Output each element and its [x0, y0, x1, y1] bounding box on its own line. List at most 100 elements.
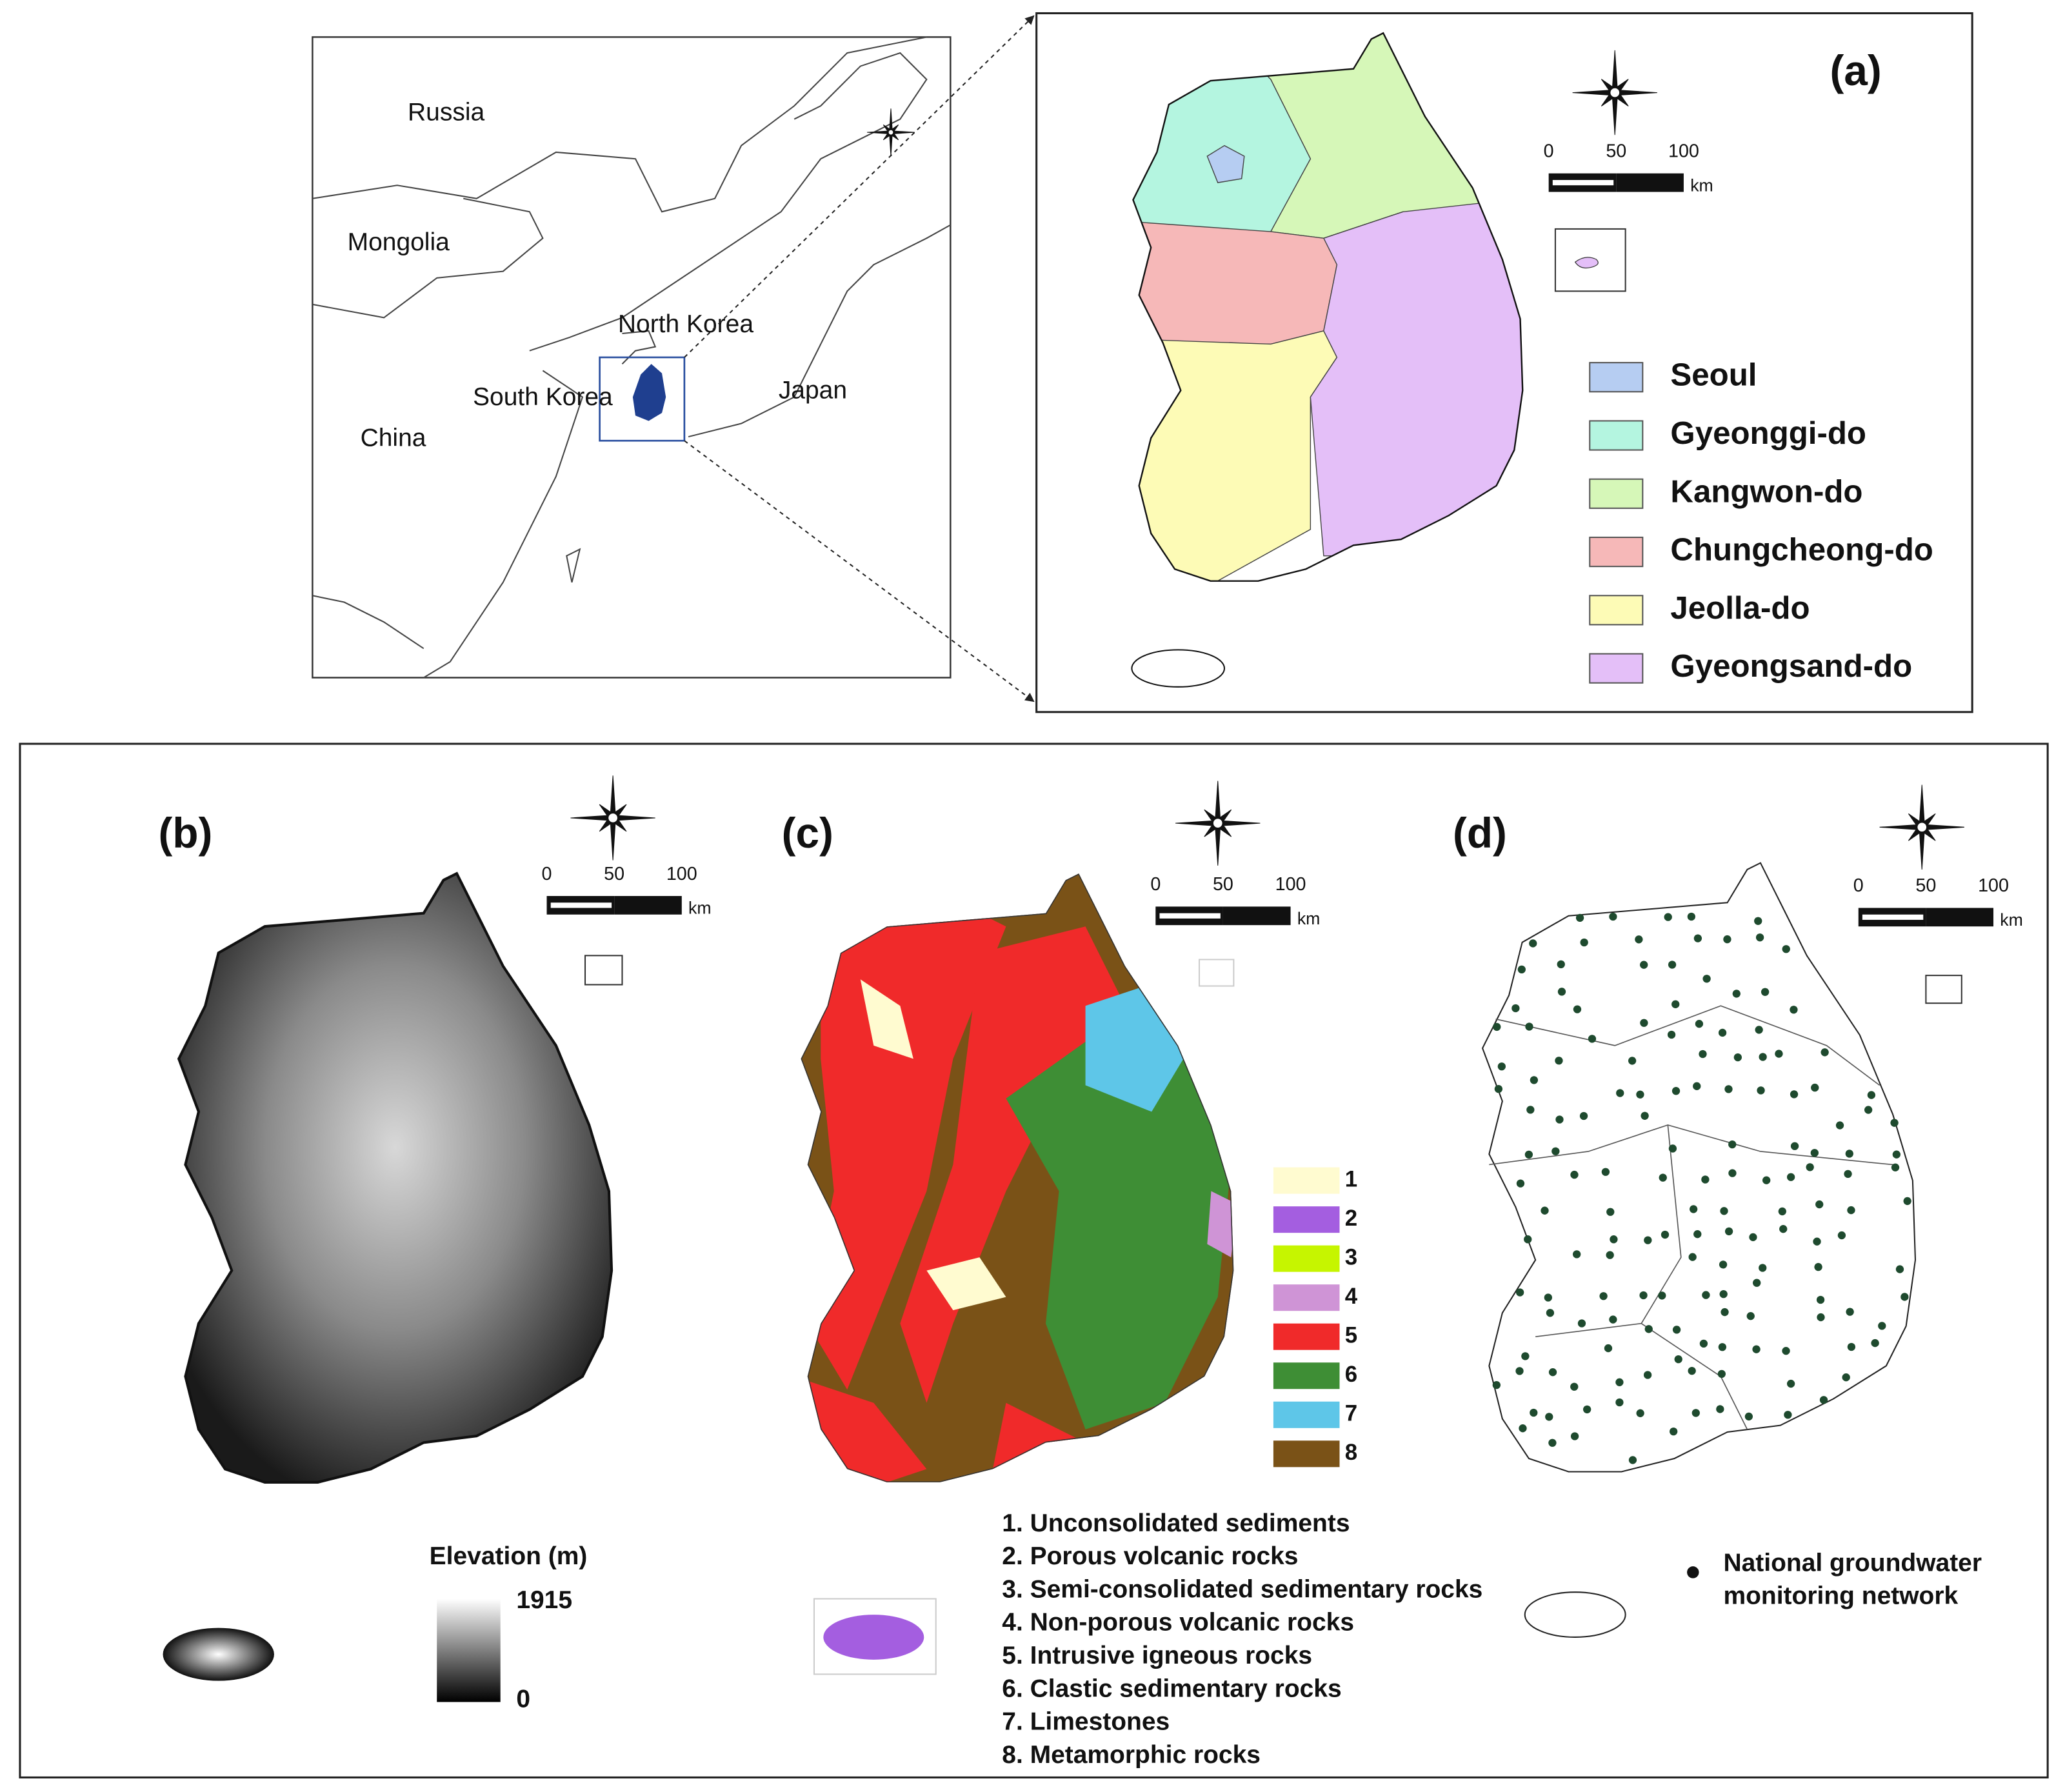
- well: [1752, 1345, 1761, 1353]
- colorbar-min: 0: [516, 1686, 530, 1713]
- well: [1762, 1176, 1771, 1184]
- well: [1492, 1380, 1501, 1389]
- scale-segment: [614, 896, 682, 915]
- scale-tick-label: 100: [1668, 141, 1699, 162]
- well: [1530, 1076, 1539, 1084]
- legend-label: 7. Limestones: [1002, 1708, 1170, 1736]
- well: [1570, 1382, 1579, 1391]
- well: [1847, 1342, 1856, 1351]
- well: [1724, 1085, 1733, 1093]
- geology-unit: [1207, 1191, 1234, 1258]
- well: [1900, 1293, 1909, 1301]
- inset-box: [584, 955, 623, 986]
- legend-label: Chungcheong-do: [1670, 532, 1933, 568]
- legend-label: Kangwon-do: [1670, 473, 1862, 509]
- well: [1526, 1106, 1535, 1114]
- compass-center: [607, 812, 619, 824]
- scale-segment: [1222, 906, 1291, 926]
- well: [1615, 1398, 1624, 1407]
- well: [1728, 1169, 1737, 1177]
- well: [1545, 1413, 1553, 1421]
- country-label: Japan: [779, 377, 847, 404]
- legend-label: Seoul: [1670, 357, 1757, 393]
- well: [1640, 961, 1648, 969]
- well: [1616, 1089, 1624, 1097]
- colorbar-max: 1915: [516, 1586, 572, 1614]
- compass-center: [1212, 817, 1224, 830]
- region: [1310, 197, 1523, 557]
- legend-swatch: [1273, 1245, 1340, 1272]
- well: [1720, 1207, 1728, 1215]
- legend-key: 5: [1345, 1322, 1357, 1348]
- legend-swatch: [1273, 1284, 1340, 1311]
- well: [1891, 1163, 1900, 1171]
- well: [1811, 1083, 1819, 1092]
- well: [1693, 1082, 1701, 1090]
- well: [1555, 1115, 1564, 1124]
- well: [1606, 1208, 1615, 1216]
- well: [1570, 1170, 1579, 1179]
- scale-tick-label: 0: [542, 864, 552, 884]
- well: [1810, 1149, 1819, 1157]
- scale-segment: [1862, 914, 1924, 920]
- overview-map: Russia Mongolia North Korea South Korea …: [312, 15, 1035, 702]
- well: [1588, 1035, 1597, 1043]
- legend-swatch: [1273, 1206, 1340, 1233]
- well: [1525, 1022, 1533, 1031]
- well: [1516, 1179, 1525, 1188]
- well: [1754, 917, 1762, 925]
- legend-label: 3. Semi-consolidated sedimentary rocks: [1002, 1575, 1482, 1603]
- scale-tick-label: 50: [1606, 141, 1626, 162]
- well: [1761, 988, 1770, 996]
- panel-b: (b) Elevation (m) 1915 0: [158, 810, 623, 1713]
- legend-swatch: [1589, 595, 1644, 626]
- well: [1601, 1168, 1610, 1176]
- scale-bar: 0 50 100 km: [542, 864, 712, 918]
- legend-label: 4. Non-porous volcanic rocks: [1002, 1609, 1354, 1637]
- colorbar: [437, 1598, 501, 1702]
- well: [1667, 1030, 1676, 1039]
- well: [1775, 1050, 1783, 1058]
- well: [1702, 1291, 1710, 1299]
- well: [1890, 1119, 1899, 1127]
- legend-marker: [1687, 1566, 1699, 1578]
- well: [1867, 1091, 1876, 1099]
- legend-key: 7: [1345, 1400, 1357, 1426]
- well: [1640, 1019, 1648, 1027]
- inset-box: [599, 356, 686, 442]
- well: [1529, 939, 1537, 948]
- region: [1206, 144, 1245, 183]
- legend-swatch: [1273, 1323, 1340, 1350]
- legend-label: Gyeonggi-do: [1670, 415, 1866, 451]
- well: [1636, 1409, 1644, 1417]
- legend-key: 6: [1345, 1362, 1357, 1387]
- legend-label: 2. Porous volcanic rocks: [1002, 1542, 1298, 1570]
- well: [1779, 1225, 1788, 1233]
- scale-unit: km: [2000, 910, 2023, 930]
- legend-swatch: [1273, 1440, 1340, 1468]
- legend-swatch: [1589, 653, 1644, 684]
- legend-swatch: [1273, 1401, 1340, 1428]
- country-label: North Korea: [618, 310, 753, 338]
- well: [1718, 1028, 1727, 1037]
- well: [1702, 975, 1711, 983]
- well: [1635, 935, 1643, 944]
- well: [1701, 1175, 1710, 1184]
- well: [1557, 988, 1566, 996]
- well: [1782, 945, 1790, 953]
- well: [1817, 1313, 1825, 1322]
- well: [1691, 1409, 1700, 1417]
- scale-unit: km: [1690, 175, 1713, 195]
- legend-label: Gyeongsand-do: [1670, 648, 1912, 684]
- well: [1519, 1424, 1527, 1433]
- geology-unit: [860, 979, 913, 1059]
- country-label: Russia: [408, 99, 484, 126]
- well: [1816, 1295, 1825, 1304]
- well: [1878, 1322, 1886, 1330]
- scale-segment: [1926, 908, 1994, 927]
- geology-map: [801, 873, 1234, 1482]
- monitoring-wells: [1492, 912, 1911, 1464]
- legend-label: National groundwater: [1723, 1549, 1982, 1577]
- inset-jeju: [1574, 257, 1599, 269]
- well: [1636, 1090, 1644, 1099]
